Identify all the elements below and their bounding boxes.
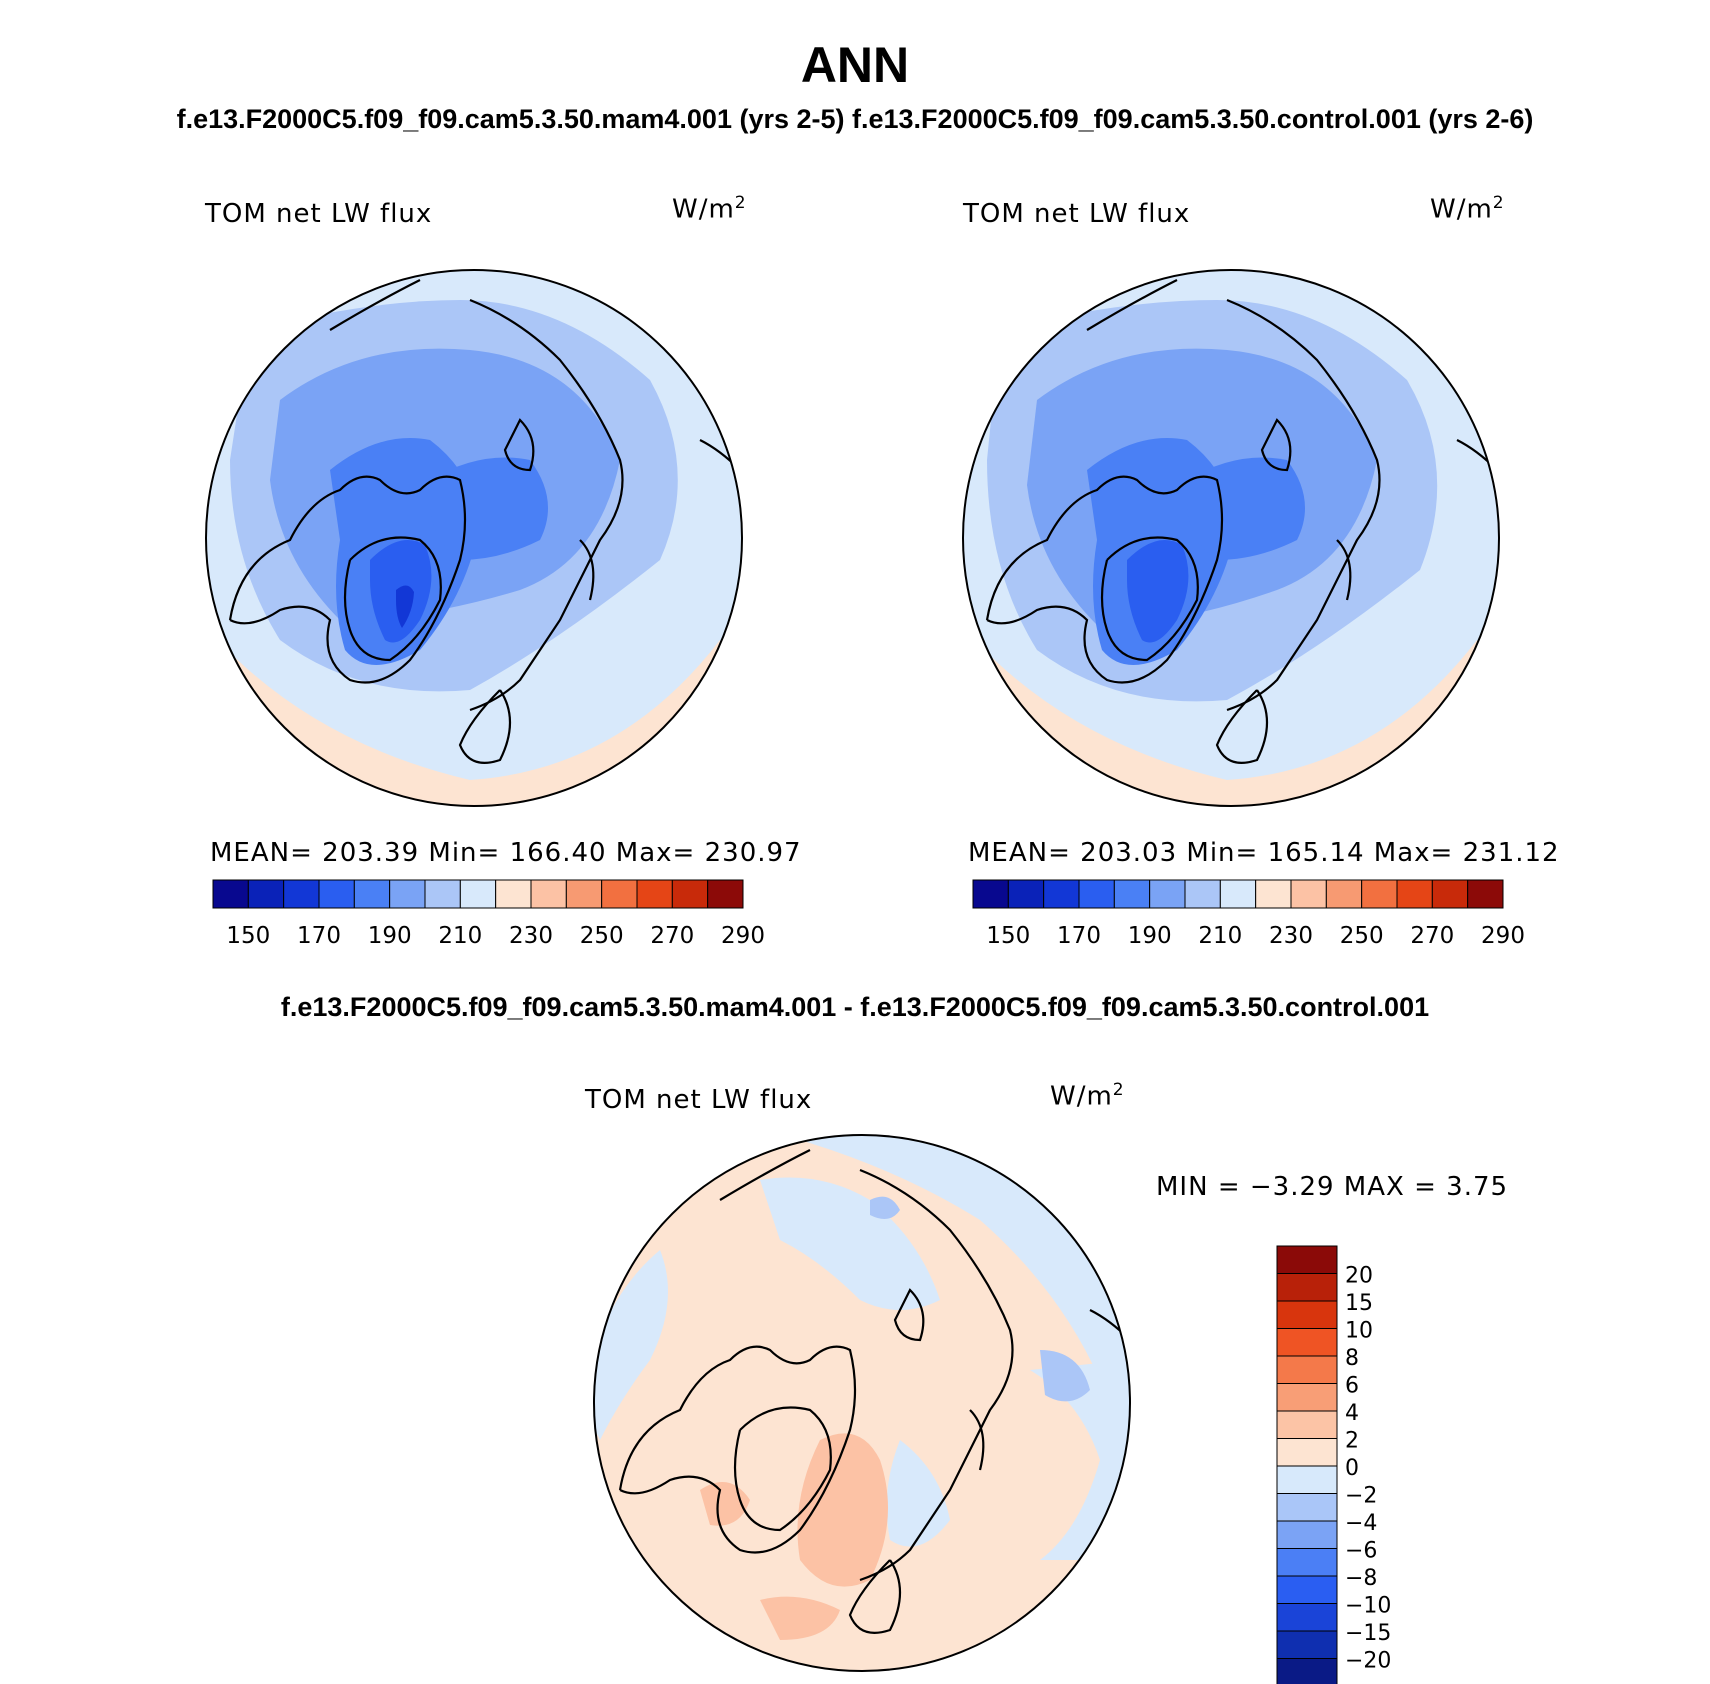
panel3-colorbar-tick-label: 4 — [1345, 1401, 1359, 1426]
panel1-colorbar-tick-label: 150 — [226, 923, 270, 949]
panel3-colorbar-box — [1276, 1300, 1338, 1329]
difference-title: f.e13.F2000C5.f09_f09.cam5.3.50.mam4.001… — [280, 992, 1430, 1022]
panel1-stats-label: MEAN= 203.39 Min= 166.40 Max= 230.97 — [210, 838, 802, 868]
panel3-colorbar-box — [1276, 1575, 1338, 1604]
panel2-colorbar-tick-label: 190 — [1128, 923, 1172, 949]
panel3-colorbar-tick-label: −20 — [1345, 1649, 1391, 1674]
panel1-colorbar-box — [495, 879, 532, 909]
panel2-colorbar-box — [1255, 879, 1292, 909]
panel3-colorbar-tick-label: −10 — [1345, 1594, 1391, 1619]
panel1-colorbar-tick-label: 210 — [438, 923, 482, 949]
panel3-colorbar-box — [1276, 1493, 1338, 1522]
panel2-colorbar-tick-label: 230 — [1269, 923, 1313, 949]
panel2-colorbar-box — [1043, 879, 1080, 909]
panel1-colorbar-tick-label: 290 — [721, 923, 765, 949]
panel2-colorbar-box — [1325, 879, 1363, 909]
panel3-colorbar-box — [1276, 1630, 1338, 1659]
panel2-units-label: W/m2 — [1430, 193, 1505, 225]
panel3-minmax-label: MIN = −3.29 MAX = 3.75 — [1156, 1172, 1509, 1202]
panel3-colorbar-box — [1276, 1328, 1338, 1357]
panel3-colorbar-tick-label: 2 — [1345, 1429, 1359, 1454]
panel1-colorbar-tick-label: 270 — [650, 923, 694, 949]
panel2-colorbar-box — [1290, 879, 1327, 909]
panel2-colorbar-tick-label: 150 — [986, 923, 1030, 949]
panel3-colorbar-box — [1276, 1603, 1338, 1632]
panel3-colorbar-tick-label: 10 — [1345, 1319, 1373, 1344]
panel1-colorbar-box — [353, 879, 391, 909]
panel2-colorbar-box — [1149, 879, 1186, 909]
panel2-colorbar-box — [1396, 879, 1433, 909]
panel3-colorbar-tick-label: 0 — [1345, 1456, 1359, 1481]
figure-subtitle: f.e13.F2000C5.f09_f09.cam5.3.50.mam4.001… — [176, 104, 1534, 134]
panel1-colorbar-box — [318, 879, 355, 909]
panel2-colorbar-tick-label: 290 — [1481, 923, 1525, 949]
panel2-colorbar-tick-label: 270 — [1410, 923, 1454, 949]
panel2-colorbar-box — [1078, 879, 1115, 909]
panel2-colorbar-box — [1431, 879, 1469, 909]
panel2-colorbar-box — [1184, 879, 1221, 909]
panel3-colorbar-box — [1276, 1658, 1338, 1684]
panel1-colorbar-box — [671, 879, 709, 909]
panel3-colorbar-tick-label: −15 — [1345, 1621, 1391, 1646]
panel3-colorbar-tick-label: −6 — [1345, 1539, 1377, 1564]
panel1-units-label: W/m2 — [672, 193, 747, 225]
panel1-colorbar-tick-label: 250 — [580, 923, 624, 949]
panel2-map — [963, 270, 1499, 806]
panel2-colorbar-tick-label: 250 — [1340, 923, 1384, 949]
panel3-colorbar-box — [1276, 1383, 1338, 1412]
panel2-colorbar-box — [1361, 879, 1398, 909]
panel3-colorbar-box — [1276, 1273, 1338, 1302]
panel1-colorbar-tick-label: 170 — [297, 923, 341, 949]
panel1-colorbar: 150 170 190 210 230 250 270 290 — [212, 879, 765, 949]
panel2-stats-label: MEAN= 203.03 Min= 165.14 Max= 231.12 — [968, 838, 1560, 868]
panel2-colorbar-box — [1113, 879, 1151, 909]
panel3-colorbar-tick-label: 20 — [1345, 1264, 1373, 1289]
panel3-map-boundary — [593, 1134, 1131, 1672]
panel2-map-boundary — [962, 269, 1500, 807]
panel2-colorbar-box — [1007, 879, 1045, 909]
panel3-colorbar-box — [1276, 1410, 1338, 1439]
panel2-colorbar-tick-label: 210 — [1198, 923, 1242, 949]
panel3-colorbar-box — [1276, 1245, 1338, 1274]
panel3-colorbar-tick-label: 6 — [1345, 1374, 1359, 1399]
panel1-colorbar-box — [565, 879, 603, 909]
panel3-colorbar-tick-label: −4 — [1345, 1511, 1377, 1536]
panel3-colorbar-box — [1276, 1438, 1338, 1467]
panel2-colorbar-box — [1467, 879, 1504, 909]
panel3-map — [594, 1135, 1130, 1671]
panel3-colorbar-tick-label: −2 — [1345, 1484, 1377, 1509]
panel1-colorbar-box — [283, 879, 320, 909]
panel1-colorbar-tick-label: 230 — [509, 923, 553, 949]
panel2-variable-label: TOM net LW flux — [963, 199, 1191, 229]
panel1-colorbar-box — [636, 879, 673, 909]
panel1-colorbar-box — [247, 879, 285, 909]
panel3-colorbar-box — [1276, 1520, 1338, 1549]
panel1-colorbar-box — [459, 879, 497, 909]
panel1-colorbar-tick-label: 190 — [368, 923, 412, 949]
panel3-colorbar-box — [1276, 1465, 1338, 1494]
panel1-colorbar-box — [424, 879, 461, 909]
panel3-colorbar-tick-label: 8 — [1345, 1346, 1359, 1371]
panel2-colorbar-box — [972, 879, 1009, 909]
panel2-colorbar: 150 170 190 210 230 250 270 290 — [972, 879, 1525, 949]
panel1-colorbar-box — [212, 879, 249, 909]
panel3-colorbar-tick-label: 15 — [1345, 1291, 1373, 1316]
panel1-colorbar-box — [530, 879, 567, 909]
panel3-colorbar-tick-label: −8 — [1345, 1566, 1377, 1591]
panel3-colorbar-box — [1276, 1355, 1338, 1384]
panel2-colorbar-tick-label: 170 — [1057, 923, 1101, 949]
panel1-colorbar-box — [389, 879, 426, 909]
panel1-map — [206, 270, 742, 806]
panel1-variable-label: TOM net LW flux — [205, 199, 433, 229]
figure-title: ANN — [800, 37, 910, 93]
panel3-colorbar-box — [1276, 1548, 1338, 1577]
panel3-variable-label: TOM net LW flux — [585, 1085, 813, 1115]
panel3-units-label: W/m2 — [1050, 1080, 1125, 1112]
panel1-map-boundary — [205, 269, 743, 807]
panel2-colorbar-box — [1219, 879, 1257, 909]
panel1-colorbar-box — [707, 879, 744, 909]
panel1-colorbar-box — [601, 879, 638, 909]
